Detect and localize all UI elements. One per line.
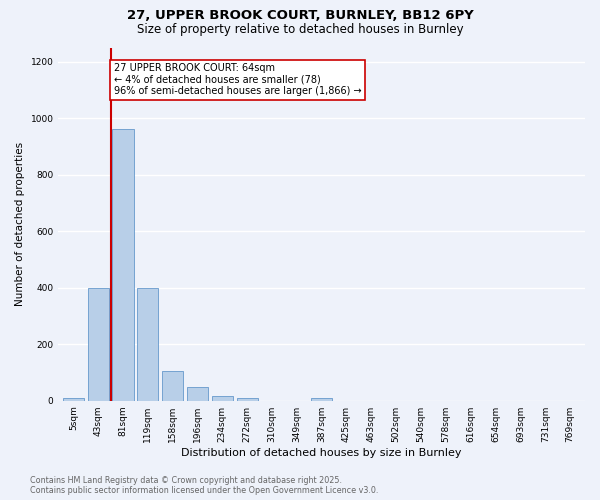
Bar <box>88 288 109 401</box>
Bar <box>162 371 183 400</box>
Bar <box>236 398 258 400</box>
Text: 27 UPPER BROOK COURT: 64sqm
← 4% of detached houses are smaller (78)
96% of semi: 27 UPPER BROOK COURT: 64sqm ← 4% of deta… <box>113 63 361 96</box>
Bar <box>212 396 233 400</box>
Text: Contains HM Land Registry data © Crown copyright and database right 2025.
Contai: Contains HM Land Registry data © Crown c… <box>30 476 379 495</box>
Bar <box>311 398 332 400</box>
Text: Size of property relative to detached houses in Burnley: Size of property relative to detached ho… <box>137 22 463 36</box>
Y-axis label: Number of detached properties: Number of detached properties <box>15 142 25 306</box>
Bar <box>63 398 84 400</box>
X-axis label: Distribution of detached houses by size in Burnley: Distribution of detached houses by size … <box>181 448 462 458</box>
Bar <box>137 288 158 401</box>
Text: 27, UPPER BROOK COURT, BURNLEY, BB12 6PY: 27, UPPER BROOK COURT, BURNLEY, BB12 6PY <box>127 9 473 22</box>
Bar <box>112 130 134 400</box>
Bar <box>187 386 208 400</box>
